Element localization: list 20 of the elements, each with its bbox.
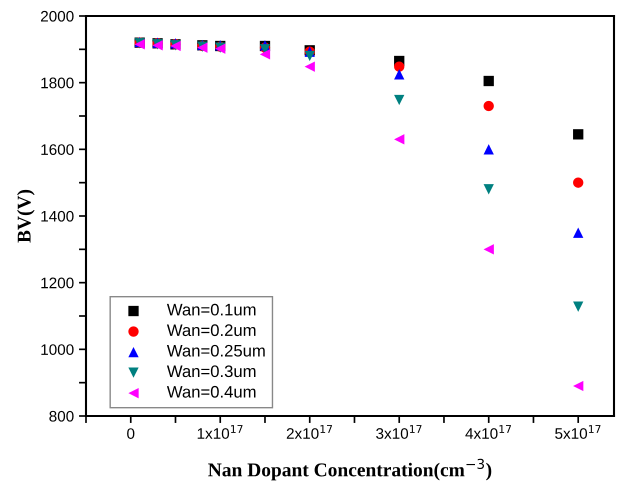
y-tick-label: 1800 [41, 78, 74, 88]
x-tick-label: 0 [127, 428, 134, 440]
x-tick-label: 4x10$^{17}$ [465, 425, 511, 439]
x-tick-label: 1x10$^{17}$ [198, 425, 243, 439]
legend-label: Wan=0.3um [166, 365, 256, 378]
legend-label: Wan=0.1um [166, 304, 256, 316]
x-tick-label: 5x10$^{17}$ [555, 425, 600, 439]
y-tick-label: 1000 [41, 344, 74, 356]
y-axis-title: BV(V) [17, 190, 35, 243]
x-axis-title: Nan Dopant Concentration(cm$^{−3}$) [208, 458, 492, 480]
legend-label: Wan=0.25um [166, 344, 265, 357]
y-tick-label: 1400 [41, 210, 74, 222]
x-tick-label: 3x10$^{17}$ [376, 425, 422, 439]
legend-label: Wan=0.2um [166, 324, 256, 336]
y-tick-label: 1200 [41, 278, 74, 288]
y-tick-label: 2000 [40, 10, 74, 22]
y-tick-label: 1600 [41, 144, 74, 156]
y-tick-label: 800 [49, 410, 74, 422]
legend-label: Wan=0.4um [166, 386, 256, 398]
x-tick-label: 2x10$^{17}$ [286, 425, 332, 439]
